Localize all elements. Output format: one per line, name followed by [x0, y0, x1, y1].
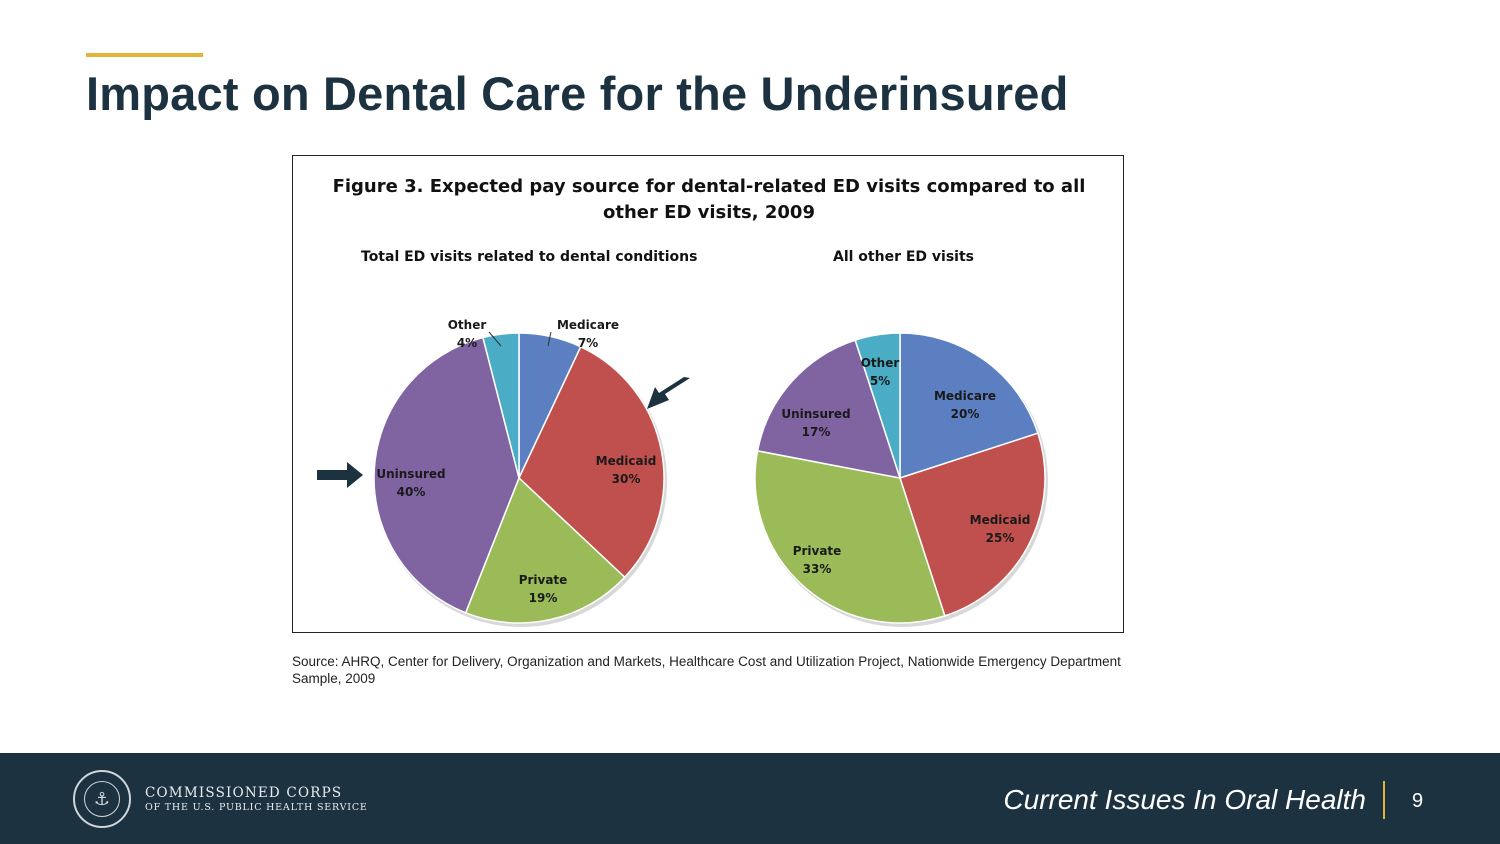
- slice-other-private: [754, 449, 946, 624]
- pie-charts: Medicare 7% Medicaid 30% Private 19% Uninsured…: [317, 318, 1048, 627]
- arrow-medicaid-icon: [647, 377, 690, 409]
- arrow-uninsured-icon: [317, 462, 363, 488]
- slice-dental-uninsured: [373, 336, 520, 614]
- figure-box: Figure 3. Expected pay source for dental…: [292, 155, 1124, 633]
- slide-title: Impact on Dental Care for the Underinsur…: [86, 67, 1069, 120]
- label-other-medicare: Medicare: [934, 389, 996, 403]
- anchor-icon: ⚓: [93, 789, 111, 809]
- org-name: COMMISSIONED CORPS: [145, 785, 343, 801]
- value-other-medicaid: 25%: [986, 531, 1015, 545]
- label-dental-other: Other: [448, 318, 487, 332]
- figure-title-line2: other ED visits, 2009: [603, 202, 815, 223]
- presentation-title: Current Issues In Oral Health: [1003, 784, 1366, 815]
- footer-divider: [1383, 781, 1385, 819]
- figure-title: Figure 3. Expected pay source for dental…: [293, 174, 1125, 226]
- page-number: 9: [1412, 790, 1424, 812]
- slice-dental-medicaid: [518, 345, 665, 579]
- label-other-uninsured: Uninsured: [781, 407, 850, 421]
- slice-other-medicaid: [899, 432, 1046, 617]
- label-other-medicaid: Medicaid: [970, 513, 1031, 527]
- leader-dental-other: [488, 331, 502, 347]
- value-other-other: 5%: [870, 374, 890, 388]
- slice-other-uninsured: [756, 339, 902, 479]
- label-other-other: Other: [861, 356, 900, 370]
- label-dental-medicaid: Medicaid: [596, 454, 657, 468]
- slice-dental-other: [482, 332, 520, 479]
- chart-other-title: All other ED visits: [833, 249, 974, 265]
- leader-dental-medicare: [547, 331, 552, 347]
- source-note: Source: AHRQ, Center for Delivery, Organ…: [292, 654, 1121, 686]
- seal-inner-ring: ⚓: [84, 781, 120, 817]
- value-dental-private: 19%: [529, 591, 558, 605]
- title-accent-bar: [86, 53, 203, 57]
- phs-seal-logo: ⚓: [73, 770, 131, 828]
- org-subtitle: OF THE U.S. PUBLIC HEALTH SERVICE: [145, 802, 368, 813]
- label-dental-private: Private: [519, 573, 568, 587]
- value-other-uninsured: 17%: [802, 425, 831, 439]
- value-dental-medicaid: 30%: [612, 472, 641, 486]
- figure-title-line1: Figure 3. Expected pay source for dental…: [332, 176, 1086, 197]
- slice-other-other: [854, 332, 901, 479]
- label-dental-medicare: Medicare: [557, 318, 619, 332]
- slice-other-medicare: [899, 332, 1039, 480]
- label-dental-uninsured: Uninsured: [376, 467, 445, 481]
- value-dental-other: 4%: [457, 336, 477, 350]
- chart-dental-title: Total ED visits related to dental condit…: [361, 249, 698, 265]
- value-other-private: 33%: [803, 562, 832, 576]
- value-dental-medicare: 7%: [578, 336, 598, 350]
- label-other-private: Private: [793, 544, 842, 558]
- footer-bar: ⚓ COMMISSIONED CORPS OF THE U.S. PUBLIC …: [0, 753, 1500, 844]
- value-dental-uninsured: 40%: [397, 485, 426, 499]
- value-other-medicare: 20%: [951, 407, 980, 421]
